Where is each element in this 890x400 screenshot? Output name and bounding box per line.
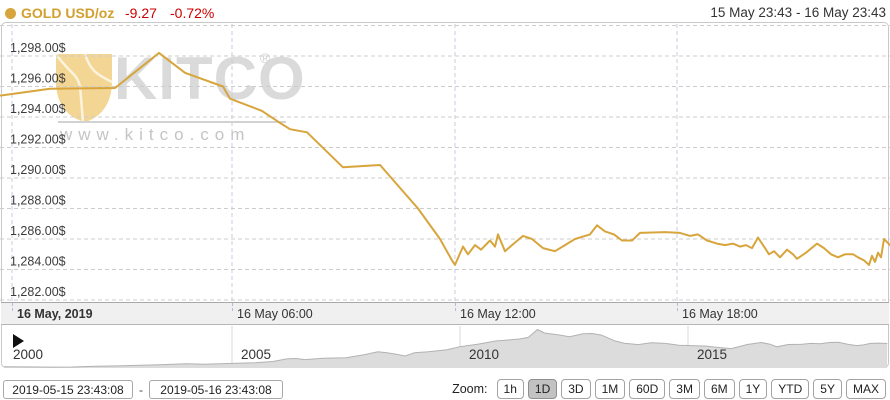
navigator-line (3, 328, 888, 368)
zoom-button-1h[interactable]: 1h (496, 379, 524, 399)
zoom-label: Zoom: (452, 382, 488, 396)
zoom-button-3d[interactable]: 3D (561, 379, 591, 399)
y-axis-label: 1,288.00$ (10, 194, 66, 208)
x-axis-tick (12, 303, 13, 311)
x-axis-label: 16 May, 2019 (17, 307, 93, 321)
start-datetime-input[interactable] (3, 380, 133, 399)
price-chart[interactable]: 1,298.00$ 1,296.00$ 1,294.00$ 1,292.00$ 1,29… (0, 22, 890, 302)
navigator-year-label: 2015 (697, 347, 728, 362)
zoom-controls: Zoom: 1h 1D 3D 1M 60D 3M 6M 1Y YTD 5Y MAX (452, 379, 886, 399)
zoom-button-1m[interactable]: 1M (594, 379, 626, 399)
y-axis-label: 1,284.00$ (10, 255, 66, 269)
zoom-button-1y[interactable]: 1Y (738, 379, 768, 399)
zoom-button-ytd[interactable]: YTD (771, 379, 810, 399)
zoom-button-3m[interactable]: 3M (669, 379, 700, 399)
y-axis-label: 1,296.00$ (10, 72, 66, 86)
zoom-button-1d[interactable]: 1D (527, 379, 558, 399)
watermark-divider (58, 121, 286, 123)
price-change-percent: -0.72% (170, 5, 215, 21)
x-axis-label: 16 May 06:00 (237, 307, 313, 321)
zoom-button-60d[interactable]: 60D (629, 379, 666, 399)
date-range-separator: - (139, 382, 143, 397)
y-axis-label: 1,292.00$ (10, 133, 66, 147)
displayed-date-range: 15 May 23:43 - 16 May 23:43 (710, 5, 886, 20)
y-axis-label: 1,290.00$ (10, 163, 66, 177)
y-axis-label: 1,282.00$ (10, 285, 66, 299)
y-axis-label: 1,294.00$ (10, 102, 66, 116)
zoom-button-6m[interactable]: 6M (703, 379, 735, 399)
x-axis-label: 16 May 18:00 (682, 307, 758, 321)
navigator-year-label: 2010 (469, 347, 500, 362)
range-navigator[interactable] (1, 326, 889, 368)
date-range-controls: - (3, 380, 283, 399)
x-axis-tick (455, 303, 456, 311)
gold-price-line (0, 51, 890, 266)
y-axis-label: 1,286.00$ (10, 224, 66, 238)
x-axis-tick (677, 303, 678, 311)
kitco-wordmark: KITCO (114, 45, 306, 112)
x-axis-band: 16 May, 2019 16 May 06:00 16 May 12:00 16 M… (1, 302, 889, 325)
navigator-area (4, 329, 888, 368)
registered-mark: ® (260, 50, 271, 66)
navigator-year-label: 2005 (241, 347, 272, 362)
kitco-url: www.kitco.com (60, 125, 251, 144)
price-change: -9.27 (125, 5, 157, 21)
instrument-label: GOLD USD/oz (21, 5, 115, 21)
zoom-button-max[interactable]: MAX (845, 379, 886, 399)
series-legend-dot-icon (5, 8, 16, 19)
navigator-year-label: 2000 (13, 347, 44, 362)
x-axis-tick (232, 303, 233, 311)
zoom-button-5y[interactable]: 5Y (813, 379, 842, 399)
play-scroll-icon[interactable] (13, 334, 24, 348)
y-axis-label: 1,298.00$ (10, 41, 66, 55)
x-axis-label: 16 May 12:00 (460, 307, 536, 321)
end-datetime-input[interactable] (149, 380, 283, 399)
